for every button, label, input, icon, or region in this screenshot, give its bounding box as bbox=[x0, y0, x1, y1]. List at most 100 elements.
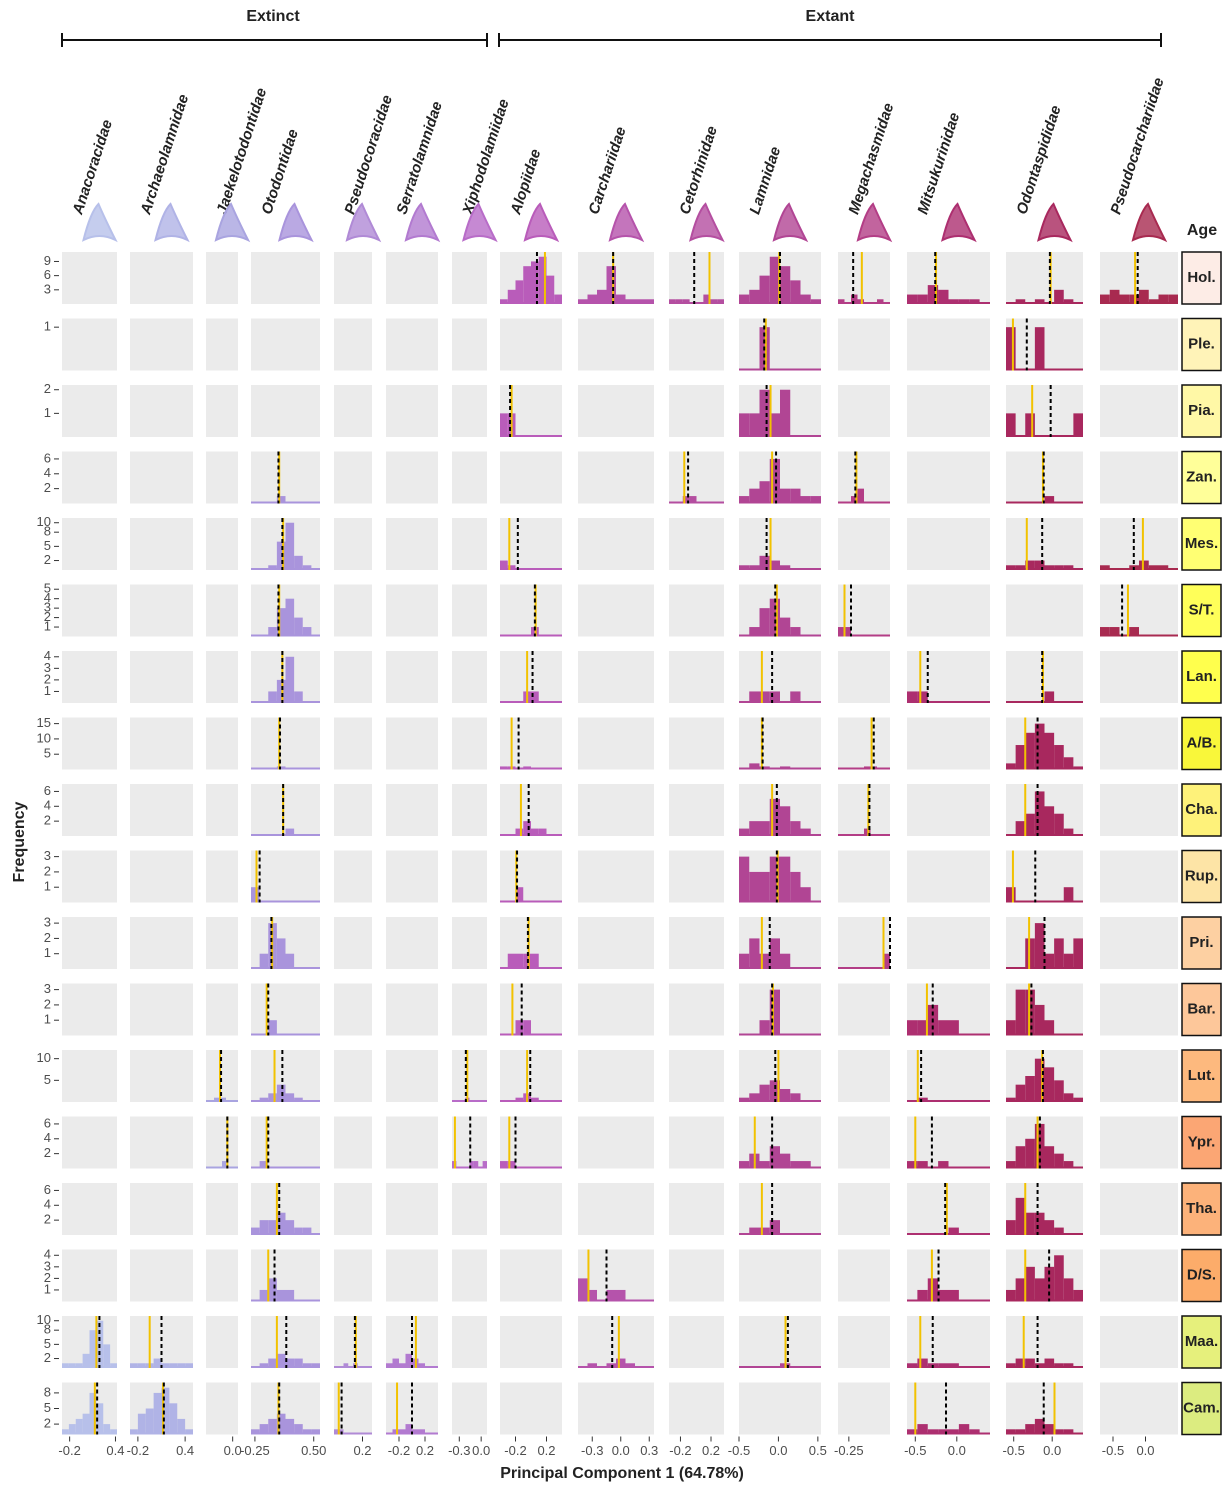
histogram-bar bbox=[62, 1363, 69, 1368]
panel bbox=[500, 1316, 562, 1368]
panel bbox=[1100, 451, 1178, 504]
histogram-bar bbox=[749, 763, 760, 770]
panel bbox=[1100, 1249, 1178, 1302]
histogram-bar bbox=[1073, 938, 1083, 969]
histogram-bar bbox=[1063, 1429, 1074, 1435]
panel bbox=[669, 1382, 724, 1435]
histogram-bar bbox=[851, 294, 858, 304]
y-tick-label: 15 bbox=[37, 715, 51, 730]
histogram-bar bbox=[1063, 887, 1074, 903]
histogram-bar bbox=[851, 496, 858, 504]
histogram-bar bbox=[302, 565, 312, 570]
panel bbox=[334, 518, 372, 570]
histogram-bar bbox=[616, 294, 626, 304]
histogram-bar bbox=[259, 1220, 269, 1235]
y-axis-label: Frequency bbox=[11, 801, 28, 882]
histogram-bar bbox=[1006, 1097, 1016, 1102]
histogram-bar bbox=[769, 798, 780, 836]
panel bbox=[206, 1316, 238, 1368]
y-tick-label: 2 bbox=[44, 671, 51, 686]
histogram-bar bbox=[780, 856, 791, 903]
histogram-bar bbox=[759, 871, 770, 903]
panel bbox=[1100, 1382, 1178, 1435]
histogram-bar bbox=[1034, 923, 1045, 969]
histogram-bar bbox=[1015, 821, 1026, 836]
histogram-bar bbox=[948, 1020, 959, 1036]
histogram-bar bbox=[1044, 806, 1055, 836]
histogram-bar bbox=[917, 1097, 928, 1102]
y-tick-label: 5 bbox=[44, 1400, 51, 1415]
tooth-icon bbox=[278, 202, 314, 243]
histogram-bar bbox=[759, 389, 770, 437]
y-tick-label: 10 bbox=[37, 1050, 51, 1065]
histogram-bar bbox=[1054, 938, 1064, 969]
histogram-bar bbox=[130, 1429, 138, 1435]
histogram-bar bbox=[938, 289, 949, 304]
panel bbox=[578, 1116, 654, 1169]
histogram-bar bbox=[749, 821, 760, 836]
y-tick-label: 1 bbox=[44, 945, 51, 960]
x-tick-label: -0.5 bbox=[728, 1443, 750, 1458]
panel bbox=[130, 318, 193, 371]
histogram-bar bbox=[739, 413, 750, 437]
histogram-bar bbox=[739, 953, 750, 969]
histogram-bar bbox=[780, 1153, 791, 1169]
histogram-bar bbox=[1025, 1424, 1035, 1435]
histogram-bar bbox=[717, 299, 724, 304]
column-header: Xiphodolamiidae bbox=[459, 97, 513, 217]
age-box bbox=[1181, 450, 1222, 505]
histogram-bar bbox=[1006, 887, 1016, 903]
histogram-bar bbox=[418, 1363, 425, 1368]
histogram-bar bbox=[1034, 1058, 1045, 1102]
panel bbox=[1100, 983, 1178, 1036]
histogram-bar bbox=[259, 1289, 269, 1302]
histogram-bar bbox=[1073, 413, 1083, 437]
histogram-bar bbox=[1139, 289, 1149, 304]
histogram-bar bbox=[948, 1363, 959, 1368]
histogram-bar bbox=[948, 1227, 959, 1235]
histogram-bar bbox=[769, 458, 780, 504]
histogram-bar bbox=[749, 627, 760, 637]
histogram-bar bbox=[554, 294, 562, 304]
histogram-bar bbox=[948, 1429, 959, 1435]
column-header: Archaeolamnidae bbox=[137, 92, 192, 217]
panel bbox=[1006, 584, 1083, 637]
histogram-bar bbox=[161, 1363, 170, 1368]
histogram-bar bbox=[682, 496, 690, 504]
tooth-icon bbox=[772, 202, 809, 243]
y-tick-label: 2 bbox=[44, 480, 51, 495]
histogram-bar bbox=[251, 1429, 260, 1435]
y-tick-label: 10 bbox=[37, 1312, 51, 1327]
histogram-bar bbox=[1168, 294, 1178, 304]
histogram-bar bbox=[790, 627, 801, 637]
panel bbox=[1006, 252, 1083, 304]
x-tick-label: -0.3 bbox=[448, 1443, 470, 1458]
column-header: Pseudocoracidae bbox=[341, 93, 396, 216]
histogram-bar bbox=[1006, 1020, 1016, 1036]
panel bbox=[62, 584, 117, 637]
histogram-bar bbox=[769, 1146, 780, 1169]
histogram-bar bbox=[749, 871, 760, 903]
panel bbox=[500, 1382, 562, 1435]
histogram-bar bbox=[1044, 953, 1055, 969]
histogram-bar bbox=[285, 1418, 295, 1435]
x-tick-label: 0.0 bbox=[1043, 1443, 1061, 1458]
histogram-bar bbox=[769, 560, 780, 570]
y-tick-label: 2 bbox=[44, 1145, 51, 1160]
histogram-bar bbox=[749, 413, 760, 437]
histogram-bar bbox=[1044, 1266, 1055, 1302]
histogram-bar bbox=[294, 1424, 303, 1435]
histogram-bar bbox=[780, 389, 791, 437]
histogram-bar bbox=[285, 522, 295, 570]
histogram-bar bbox=[285, 598, 295, 637]
panel bbox=[669, 1050, 724, 1102]
panel bbox=[500, 1183, 562, 1235]
panel bbox=[386, 1183, 438, 1235]
histogram-bar bbox=[1100, 565, 1110, 570]
panel bbox=[452, 451, 487, 504]
histogram-bar bbox=[1063, 1278, 1074, 1302]
histogram-bar bbox=[1044, 1358, 1055, 1368]
panel bbox=[62, 917, 117, 969]
histogram-bar bbox=[948, 1289, 959, 1302]
histogram-bar bbox=[276, 608, 286, 637]
